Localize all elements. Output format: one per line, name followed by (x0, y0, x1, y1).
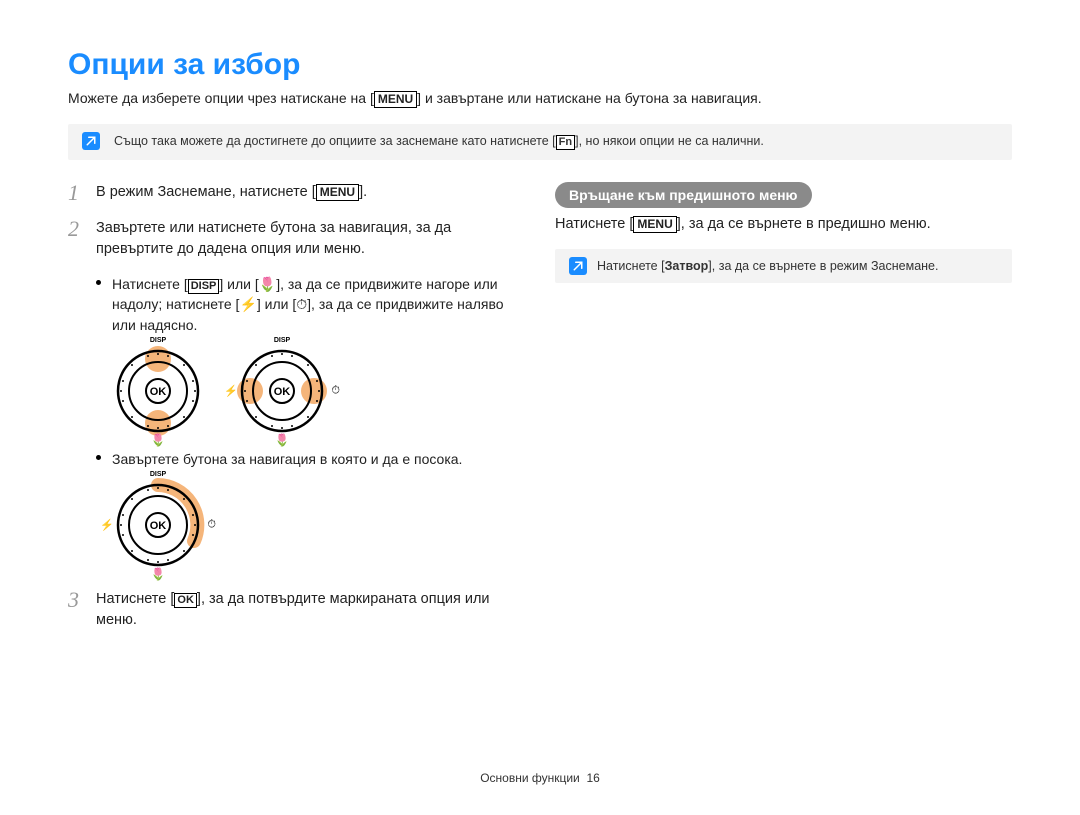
step-2: 2 Завъртете или натиснете бутона за нави… (68, 218, 525, 260)
step-3-number: 3 (68, 589, 84, 631)
bullet-dot-icon (96, 274, 102, 335)
dial-label-flash-3: ⚡ (100, 519, 114, 532)
svg-text:OK: OK (150, 520, 167, 532)
menu-token: MENU (374, 91, 417, 108)
dial-label-disp-3: DISP (150, 471, 166, 478)
dial-label-flash: ⚡ (224, 384, 238, 397)
ok-token: OK (174, 593, 197, 608)
disp-token: DISP (188, 279, 220, 294)
right-column: Връщане към предишното меню Натиснете [M… (555, 182, 1012, 645)
note-right-post: ], за да се върнете в режим Заснемане. (708, 259, 938, 273)
step-1-post: . (363, 184, 367, 200)
step-2-number: 2 (68, 218, 84, 260)
step-1-pre: В режим Заснемане, натиснете (96, 184, 312, 200)
page-footer: Основни функции 16 (0, 771, 1080, 785)
svg-text:OK: OK (274, 386, 291, 398)
note-box-right: Натиснете [Затвор], за да се върнете в р… (555, 249, 1012, 283)
dial-label-timer: ⏱ (331, 384, 340, 397)
step-3: 3 Натиснете [OK], за да потвърдите марки… (68, 589, 525, 631)
dial-horizontal: DISP OK (232, 341, 332, 441)
note1-pre: Също така можете да достигнете до опциит… (114, 134, 552, 148)
section-pill: Връщане към предишното меню (555, 182, 812, 208)
note1-post: , но някои опции не са налични. (579, 134, 764, 148)
info-icon (82, 132, 100, 150)
dial-label-timer-3: ⏱ (207, 519, 216, 532)
footer-page: 16 (586, 771, 599, 785)
b2-text: Завъртете бутона за навигация в която и … (112, 449, 462, 469)
flower-icon: 🌷 (259, 276, 276, 292)
dial-label-flower-3: 🌷 (151, 567, 166, 581)
bullet-2: Завъртете бутона за навигация в която и … (96, 449, 525, 469)
right-post: , за да се върнете в предишно меню. (681, 216, 931, 232)
dial-label-disp-2: DISP (274, 337, 290, 344)
note-box-top: Също така можете да достигнете до опциит… (68, 124, 1012, 160)
flash-icon: ⚡ (239, 296, 256, 312)
intro-post: и завъртане или натискане на бутона за н… (421, 90, 762, 106)
note-right-bold: Затвор (665, 259, 709, 273)
step-2-text: Завъртете или натиснете бутона за навига… (96, 218, 525, 260)
timer-icon: ⏱ (296, 296, 307, 312)
right-text: Натиснете [MENU], за да се върнете в пре… (555, 216, 1012, 233)
dial-row-1: DISP OK (108, 341, 525, 441)
page-title: Опции за избор (68, 48, 1012, 82)
dial-row-2: DISP OK (108, 475, 525, 575)
dial-label-disp: DISP (150, 337, 166, 344)
menu-token-right: MENU (633, 216, 676, 233)
note-right-pre: Натиснете [ (597, 259, 665, 273)
b1-pre: Натиснете (112, 276, 184, 292)
footer-label: Основни функции (480, 771, 580, 785)
info-icon-2 (569, 257, 587, 275)
intro-text: Можете да изберете опции чрез натискане … (68, 90, 1012, 108)
step-1: 1 В режим Заснемане, натиснете [MENU]. (68, 182, 525, 204)
dial-label-flower-2: 🌷 (275, 433, 290, 447)
intro-pre: Можете да изберете опции чрез натискане … (68, 90, 370, 106)
fn-token: Fn (556, 135, 575, 150)
step-3-pre: Натиснете (96, 591, 170, 607)
dial-vertical: DISP OK (108, 341, 208, 441)
bullet-1: Натиснете [DISP] или [🌷], за да се придв… (96, 274, 525, 335)
step-1-number: 1 (68, 182, 84, 204)
right-pre: Натиснете (555, 216, 629, 232)
left-column: 1 В режим Заснемане, натиснете [MENU]. 2… (68, 182, 525, 645)
svg-text:OK: OK (150, 386, 167, 398)
b1-mid1: или [ (223, 276, 258, 292)
dial-label-flower: 🌷 (151, 433, 166, 447)
bullet-dot-icon-2 (96, 449, 102, 469)
b1-mid3: ] или [ (257, 296, 296, 312)
menu-token-s1: MENU (316, 184, 359, 201)
dial-rotate: DISP OK (108, 475, 208, 575)
